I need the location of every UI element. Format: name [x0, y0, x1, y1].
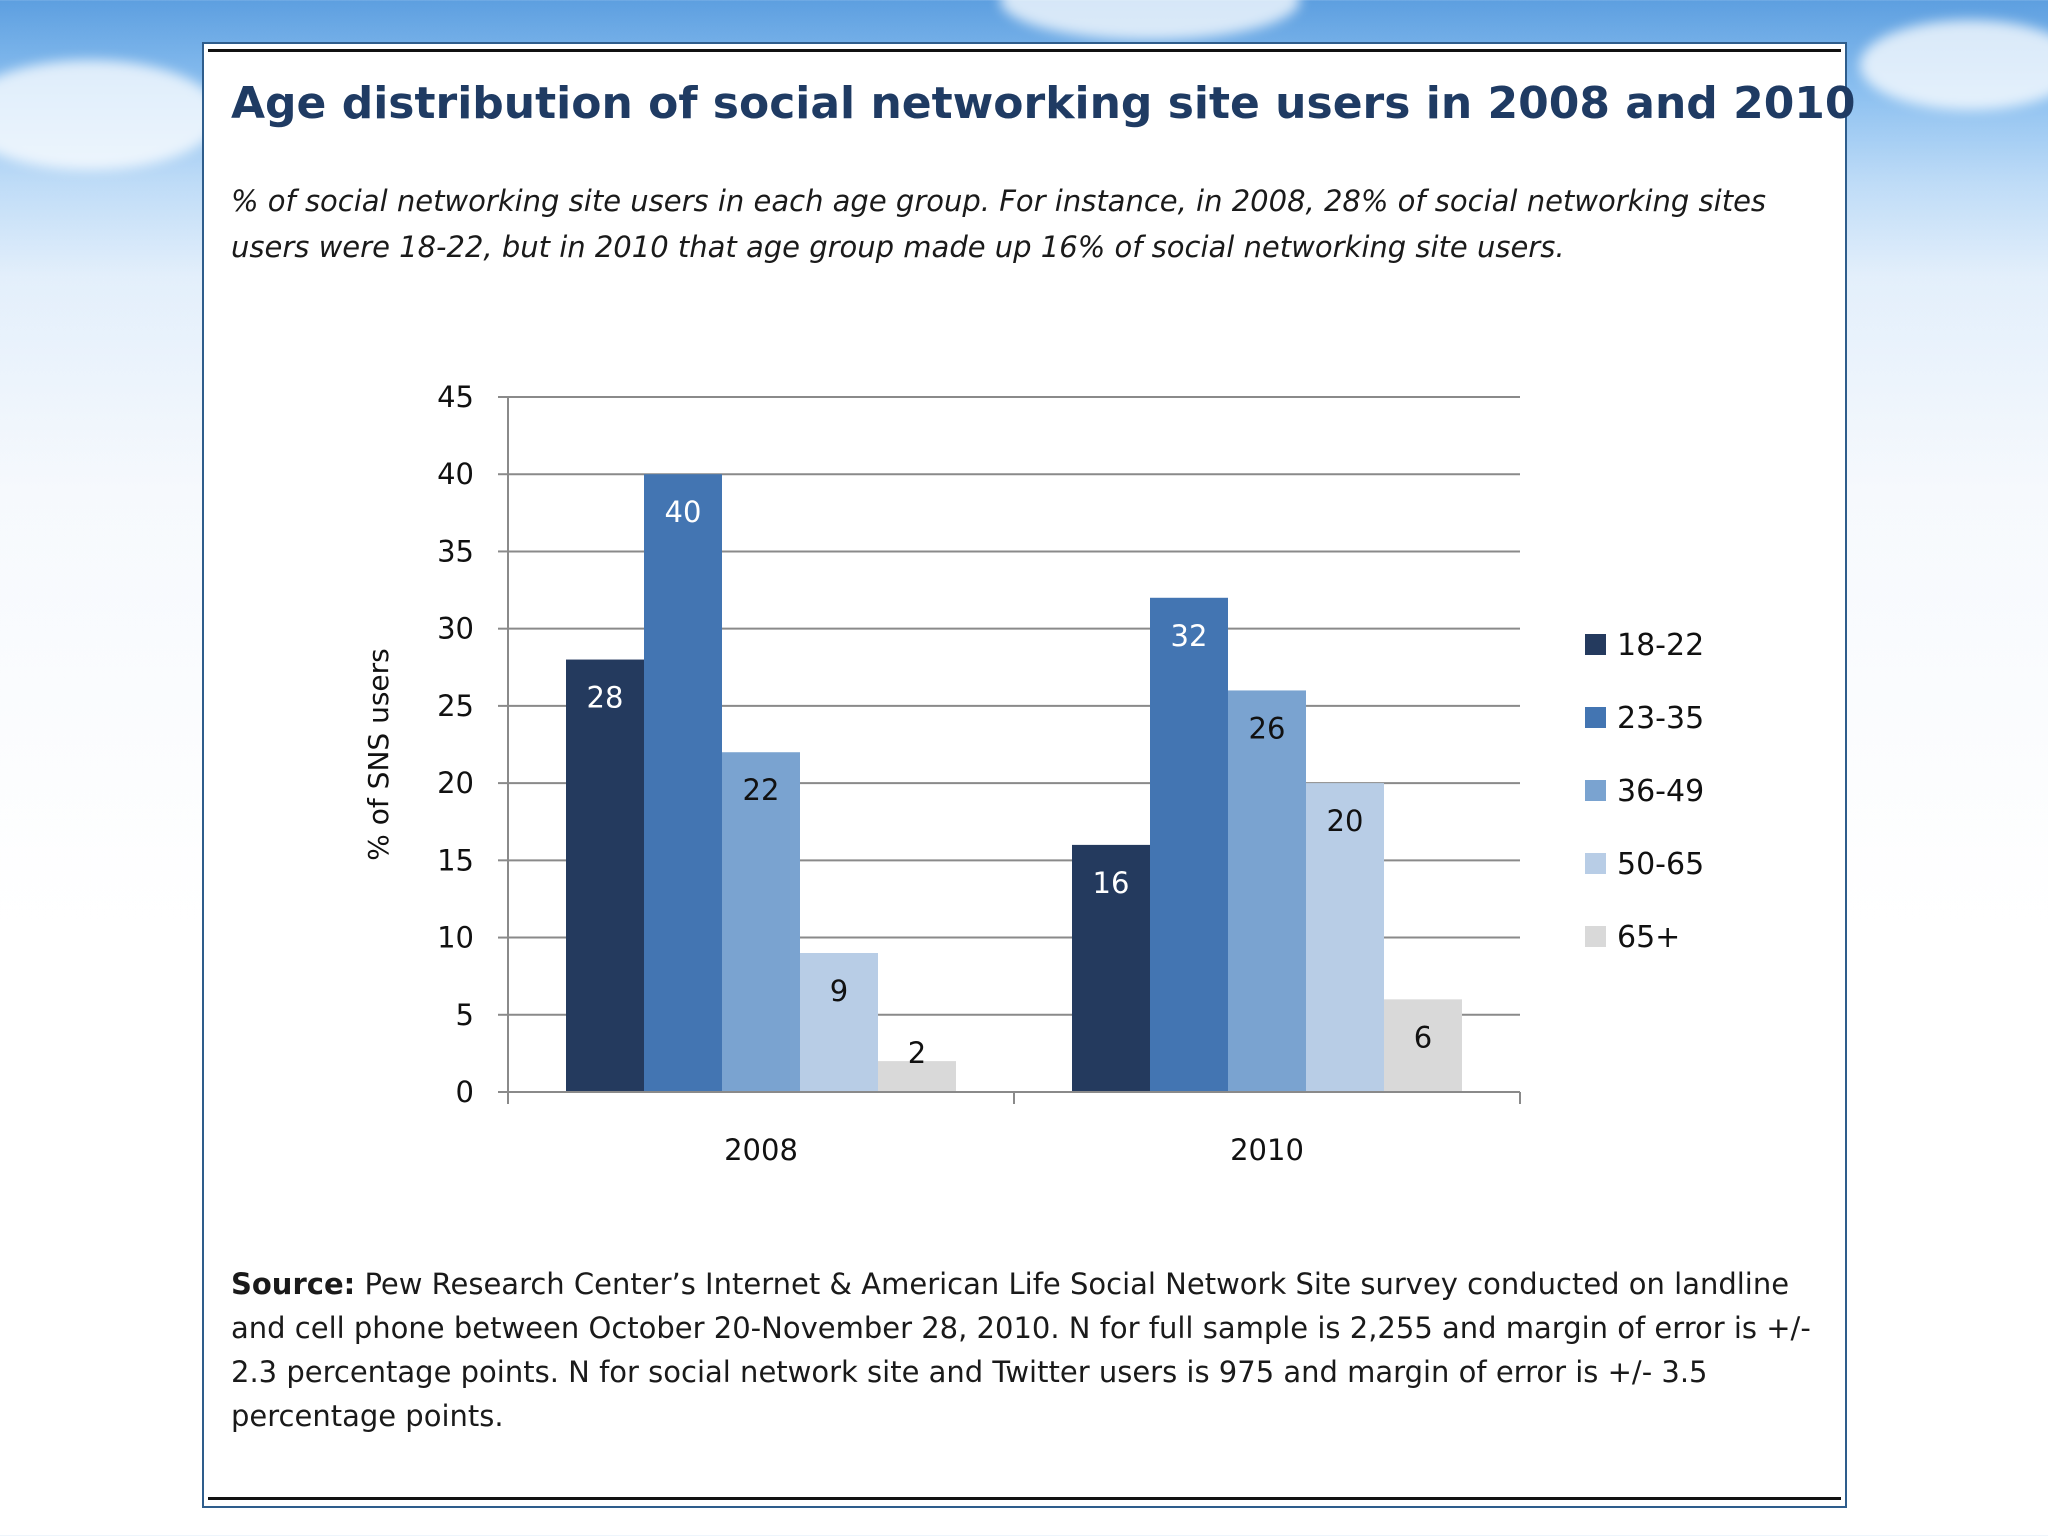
- legend-swatch: [1585, 634, 1606, 655]
- y-axis-label: % of SNS users: [362, 648, 395, 860]
- bar: [878, 1061, 956, 1092]
- legend-label: 50-65: [1617, 847, 1704, 882]
- cloud-decoration: [0, 60, 220, 170]
- bar-chart: 0 5 10 15 20 25 30 35 40 45 % of SNS users 28 40 22 9 2…: [362, 380, 1704, 1167]
- cloud-decoration: [1860, 20, 2048, 110]
- data-label: 32: [1171, 619, 1208, 653]
- bar: [722, 752, 800, 1092]
- data-label: 9: [830, 974, 848, 1008]
- data-label: 40: [665, 495, 702, 529]
- chart-subtitle: % of social networking site users in eac…: [231, 184, 1767, 264]
- source-note: Source: Pew Research Center’s Internet &…: [231, 1262, 1831, 1438]
- legend-swatch: [1585, 707, 1606, 728]
- data-label: 2: [908, 1036, 926, 1070]
- bar: [644, 474, 722, 1092]
- top-rule: [208, 49, 1841, 52]
- x-tick-label: 2008: [724, 1133, 798, 1167]
- chart-title: Age distribution of social networking si…: [231, 78, 1856, 129]
- y-tick-label: 45: [437, 380, 474, 414]
- y-tick-label: 35: [437, 534, 474, 568]
- legend-label: 65+: [1617, 920, 1680, 955]
- bar: [1228, 690, 1306, 1092]
- data-label: 22: [743, 773, 780, 807]
- x-tick-label: 2010: [1230, 1133, 1304, 1167]
- bottom-rule: [208, 1497, 1841, 1500]
- bar: [566, 659, 644, 1092]
- y-tick-label: 25: [437, 689, 474, 723]
- source-text: Pew Research Center’s Internet & America…: [231, 1267, 1811, 1433]
- legend-label: 18-22: [1617, 628, 1704, 663]
- source-label: Source:: [231, 1267, 356, 1301]
- bar: [1384, 999, 1462, 1092]
- y-tick-label: 5: [456, 998, 474, 1032]
- cloud-decoration: [1000, 0, 1300, 40]
- data-label: 16: [1093, 866, 1130, 900]
- legend-swatch: [1585, 853, 1606, 874]
- y-tick-label: 15: [437, 843, 474, 877]
- y-tick-label: 0: [456, 1075, 474, 1109]
- data-label: 6: [1414, 1020, 1432, 1054]
- data-label: 26: [1249, 711, 1286, 745]
- bar: [1072, 844, 1150, 1092]
- chart-card: Age distribution of social networking si…: [202, 42, 1856, 1508]
- bar: [1150, 597, 1228, 1092]
- legend-swatch: [1585, 780, 1606, 801]
- data-label: 28: [587, 681, 624, 715]
- legend-swatch: [1585, 926, 1606, 947]
- legend-label: 23-35: [1617, 701, 1704, 736]
- y-tick-label: 30: [437, 612, 474, 646]
- y-tick-label: 10: [437, 921, 474, 955]
- y-tick-label: 40: [437, 457, 474, 491]
- data-label: 20: [1327, 804, 1364, 838]
- bar: [800, 953, 878, 1092]
- bar: [1306, 783, 1384, 1092]
- y-tick-label: 20: [437, 766, 474, 800]
- legend-label: 36-49: [1617, 774, 1704, 809]
